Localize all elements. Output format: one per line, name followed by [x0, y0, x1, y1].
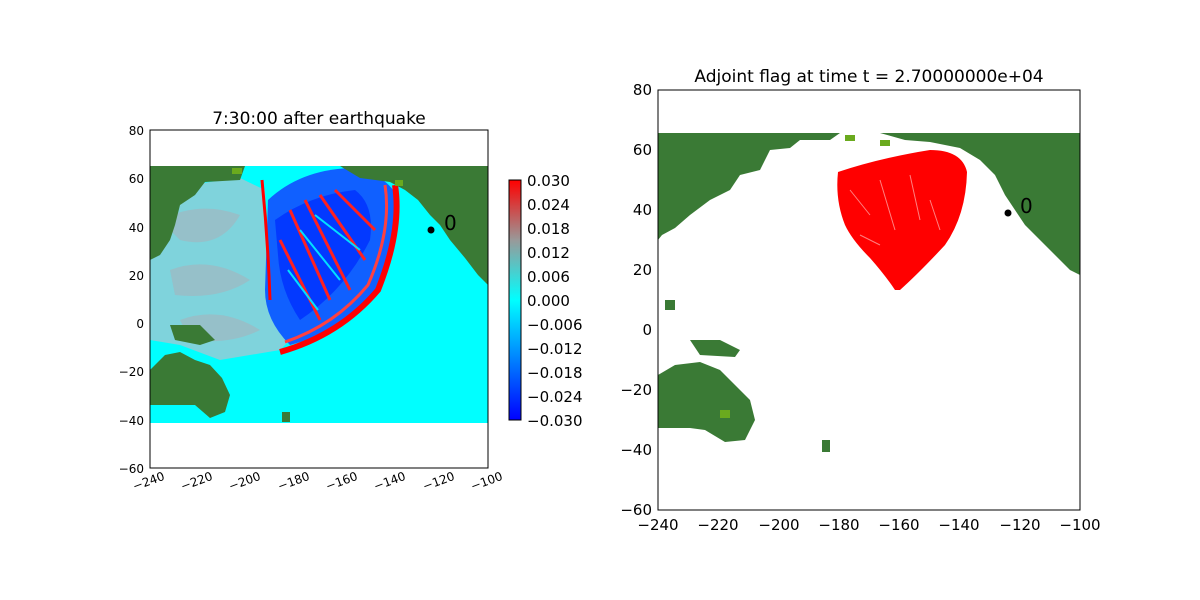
right-y-axis: 80 60 40 20 0 −20 −40 −60 — [620, 81, 652, 519]
right-chart-title: Adjoint flag at time t = 2.70000000e+04 — [694, 67, 1043, 87]
colorbar-tick-label: 0.018 — [527, 220, 570, 238]
colorbar: 0.030 0.024 0.018 0.012 0.006 0.000 −0.0… — [508, 172, 583, 430]
x-tick-label: −160 — [324, 469, 360, 493]
colorbar-tick-label: −0.012 — [527, 340, 583, 358]
right-plot-area — [658, 133, 1080, 452]
left-y-axis: 80 60 40 20 0 −20 −40 −60 — [119, 124, 144, 476]
x-tick-label: −180 — [276, 469, 312, 493]
colorbar-tick-label: −0.018 — [527, 364, 583, 382]
left-land-asia — [150, 166, 245, 260]
x-tick-label: −100 — [1059, 516, 1100, 534]
colorbar-tick-label: 0.006 — [527, 268, 570, 286]
x-tick-label: −120 — [999, 516, 1040, 534]
left-land-australia — [150, 352, 230, 418]
x-tick-label: −100 — [469, 469, 505, 493]
x-tick-label: −140 — [938, 516, 979, 534]
y-tick-label: 0 — [642, 321, 652, 339]
x-tick-label: −120 — [421, 469, 457, 493]
right-gauge-marker — [1004, 209, 1012, 217]
right-land-australia — [658, 362, 755, 442]
x-tick-label: −200 — [227, 469, 263, 493]
y-tick-label: 60 — [633, 141, 652, 159]
y-tick-label: −60 — [119, 462, 144, 476]
x-tick-label: −180 — [818, 516, 859, 534]
x-tick-label: −140 — [372, 469, 408, 493]
right-land-asia — [658, 133, 840, 240]
right-adjoint-flag-region — [837, 150, 967, 290]
right-land-north-america — [880, 133, 1080, 275]
y-tick-label: 80 — [633, 81, 652, 99]
right-axes-frame — [657, 89, 1081, 511]
x-tick-label: −220 — [179, 469, 215, 493]
left-leading-front — [279, 184, 400, 355]
y-tick-label: 60 — [129, 172, 144, 186]
y-tick-label: 20 — [633, 261, 652, 279]
colorbar-tick-label: 0.024 — [527, 196, 570, 214]
y-tick-label: 80 — [129, 124, 144, 138]
x-tick-label: −200 — [758, 516, 799, 534]
right-chart: Adjoint flag at time t = 2.70000000e+04 … — [620, 67, 1100, 534]
left-axes-frame — [149, 129, 489, 469]
colorbar-tick-label: 0.012 — [527, 244, 570, 262]
left-chart-title: 7:30:00 after earthquake — [212, 109, 426, 129]
colorbar-tick-label: −0.024 — [527, 388, 583, 406]
x-tick-label: −160 — [878, 516, 919, 534]
y-tick-label: −20 — [119, 365, 144, 379]
right-x-axis: −240 −220 −200 −180 −160 −140 −120 −100 — [637, 516, 1100, 534]
right-gauge-label: 0 — [1020, 194, 1033, 218]
colorbar-gradient — [508, 179, 522, 421]
left-plot-area — [150, 166, 488, 423]
left-x-axis: −240 −220 −200 −180 −160 −140 −120 −100 — [131, 469, 505, 493]
left-chart: 7:30:00 after earthquake — [119, 109, 583, 493]
y-tick-label: 0 — [136, 317, 144, 331]
y-tick-label: 20 — [129, 269, 144, 283]
x-tick-label: −240 — [637, 516, 678, 534]
left-land-north-america — [340, 166, 488, 285]
y-tick-label: 40 — [129, 221, 144, 235]
y-tick-label: −20 — [620, 381, 652, 399]
colorbar-tick-label: −0.006 — [527, 316, 583, 334]
y-tick-label: −40 — [119, 414, 144, 428]
y-tick-label: 40 — [633, 201, 652, 219]
y-tick-label: −40 — [620, 441, 652, 459]
x-tick-label: −220 — [697, 516, 738, 534]
y-tick-label: −60 — [620, 501, 652, 519]
left-gauge-label: 0 — [444, 211, 457, 235]
left-gauge-marker — [427, 226, 435, 234]
colorbar-tick-label: 0.000 — [527, 292, 570, 310]
colorbar-tick-label: 0.030 — [527, 172, 570, 190]
colorbar-tick-label: −0.030 — [527, 412, 583, 430]
